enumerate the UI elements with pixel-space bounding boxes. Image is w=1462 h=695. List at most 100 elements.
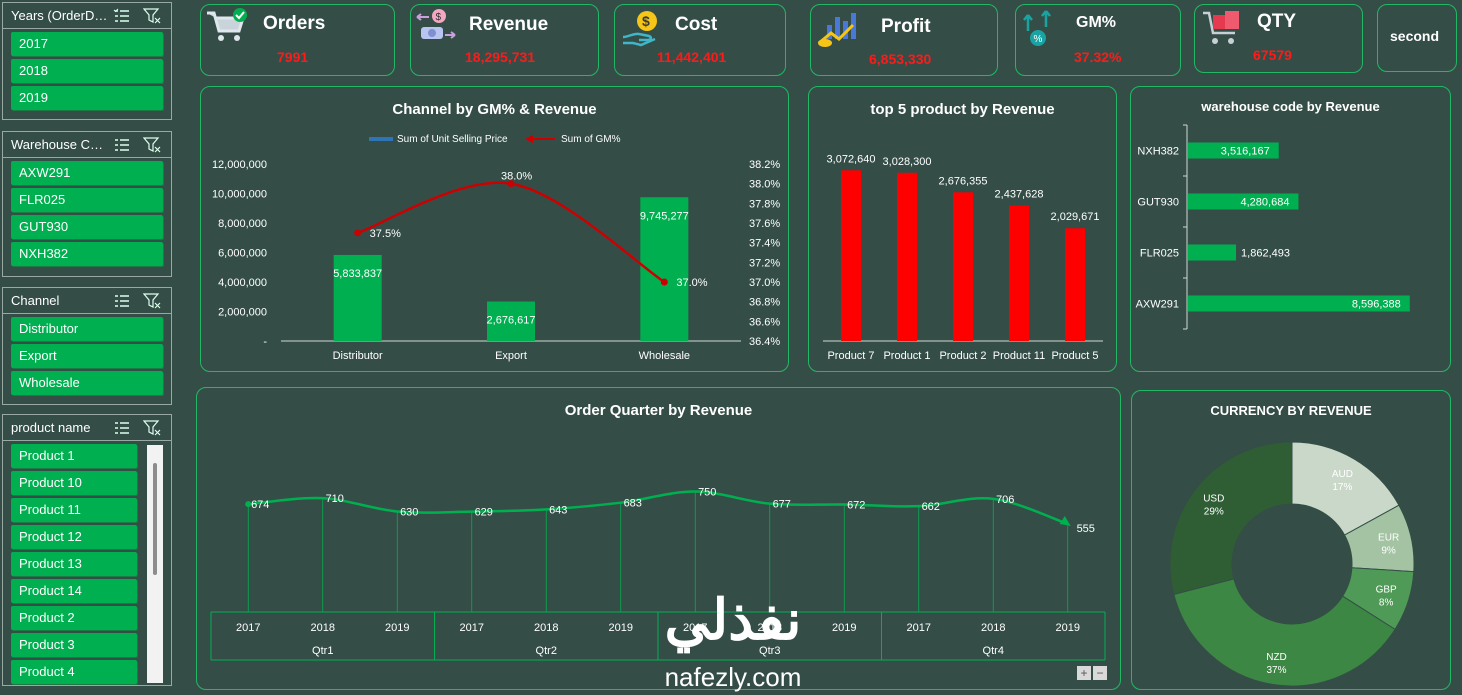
shopping-bags-icon <box>1203 11 1239 44</box>
legend-swatch-bar <box>369 137 393 141</box>
slicer-item-product-4[interactable]: Product 4 <box>11 660 137 684</box>
y-tick-label: - <box>263 336 267 348</box>
gm-point <box>660 278 668 286</box>
kpi-title: QTY <box>1257 11 1297 32</box>
kpi-gm: % GM% 37.32% <box>1015 4 1181 76</box>
slicer-item-flr025[interactable]: FLR025 <box>11 188 163 212</box>
slicer-item-nxh382[interactable]: NXH382 <box>11 242 163 266</box>
kpi-value: 11,442,401 <box>657 49 727 65</box>
slicer-title: product name <box>11 420 91 435</box>
quarter-label: Qtr1 <box>312 645 333 657</box>
y2-tick-label: 38.0% <box>749 179 780 191</box>
bar <box>1188 244 1237 261</box>
scrollbar-thumb[interactable] <box>153 463 157 575</box>
clear-filter-icon[interactable] <box>143 7 161 25</box>
slice-label: EUR <box>1378 532 1399 543</box>
slicer-item-product-12[interactable]: Product 12 <box>11 525 137 549</box>
bar-data-label: 2,676,617 <box>487 315 536 327</box>
slice-percent-label: 37% <box>1267 665 1287 676</box>
slicer-title: Warehouse Code <box>11 137 109 152</box>
kpi-cost: $ Cost 11,442,401 <box>614 4 786 76</box>
x-tick-label: Wholesale <box>639 350 690 362</box>
x-tick-label: Product 7 <box>827 350 874 362</box>
bar-data-label: 1,862,493 <box>1241 248 1290 260</box>
point-data-label: 683 <box>624 498 642 510</box>
kpi-title: Revenue <box>469 14 549 35</box>
bar-data-label: 8,596,388 <box>1352 299 1401 311</box>
clear-filter-icon[interactable] <box>143 419 161 437</box>
x-tick-label: 2019 <box>1056 622 1080 634</box>
point-data-label: 555 <box>1077 523 1095 535</box>
kpi-value: 18,295,731 <box>465 49 536 65</box>
slicer-item-product-1[interactable]: Product 1 <box>11 444 137 468</box>
chart-quarter-panel: Order Quarter by Revenue 2017 2018 2019 201… <box>196 387 1121 690</box>
y-tick-label: 6,000,000 <box>218 248 267 260</box>
bar-data-label: 9,745,277 <box>640 210 689 222</box>
x-tick-label: 2017 <box>460 622 484 634</box>
kpi-title: Orders <box>263 13 326 34</box>
svg-text:%: % <box>1034 34 1043 45</box>
point-data-label: 710 <box>326 493 344 505</box>
clear-filter-icon[interactable] <box>143 292 161 310</box>
chart-channel: 12,000,000 10,000,000 8,000,000 6,000,000 4,… <box>212 159 780 362</box>
x-tick-label: 2018 <box>981 622 1005 634</box>
slicer-item-product-11[interactable]: Product 11 <box>11 498 137 522</box>
y2-tick-label: 37.8% <box>749 198 780 210</box>
bar-data-label: 3,072,640 <box>827 153 876 165</box>
gm-line <box>357 181 666 284</box>
point-data-label: 706 <box>996 494 1014 506</box>
expand-button[interactable]: + <box>1077 666 1091 680</box>
slice-label: USD <box>1203 493 1224 504</box>
multi-select-icon[interactable] <box>113 292 131 310</box>
multi-select-icon[interactable] <box>113 7 131 25</box>
y-tick-label: NXH382 <box>1137 146 1179 158</box>
revenue-line <box>248 490 1069 526</box>
slicer-item-product-13[interactable]: Product 13 <box>11 552 137 576</box>
chart-top5: 3,072,640 Product 7 3,028,300 Product 1 2,67… <box>823 153 1103 362</box>
collapse-button[interactable]: − <box>1093 666 1107 680</box>
kpi-qty: QTY 67579 <box>1194 4 1363 73</box>
slicer-item-2018[interactable]: 2018 <box>11 59 163 83</box>
chart-quarter: 2017 2018 2019 2017 2018 2019 2017 2018 2019 2017… <box>210 487 1106 661</box>
kpi-title: GM% <box>1076 14 1116 31</box>
slicer-item-gut930[interactable]: GUT930 <box>11 215 163 239</box>
bar <box>1065 228 1085 341</box>
kpi-value: 6,853,330 <box>869 51 932 67</box>
bar-data-label: 3,516,167 <box>1221 146 1270 158</box>
multi-select-icon[interactable] <box>113 136 131 154</box>
slicer-title: Channel <box>11 293 60 308</box>
gm-point <box>507 180 515 188</box>
slicer-item-wholesale[interactable]: Wholesale <box>11 371 163 395</box>
money-exchange-icon: $ <box>416 9 456 39</box>
svg-text:$: $ <box>642 13 650 29</box>
x-tick-label: Product 5 <box>1051 350 1098 362</box>
slice-percent-label: 17% <box>1332 482 1352 493</box>
chart-currency-panel: CURRENCY BY REVENUE AUD 17% EUR 9% GBP 8% NZD 3… <box>1131 390 1451 690</box>
chart-title: Channel by GM% & Revenue <box>392 101 597 118</box>
slicer-item-product-14[interactable]: Product 14 <box>11 579 137 603</box>
slicer-item-distributor[interactable]: Distributor <box>11 317 163 341</box>
bar <box>333 254 382 341</box>
slicer-item-product-3[interactable]: Product 3 <box>11 633 137 657</box>
chart-title: warehouse code by Revenue <box>1201 99 1380 114</box>
slicer-years: Years (OrderDate) 2017 2018 2019 <box>2 2 172 120</box>
y2-tick-label: 37.0% <box>749 277 780 289</box>
slicer-item-2017[interactable]: 2017 <box>11 32 163 56</box>
slicer-item-2019[interactable]: 2019 <box>11 86 163 110</box>
slicer-scrollbar[interactable] <box>147 445 163 683</box>
kpi-title: second <box>1390 28 1440 44</box>
point-data-label: 672 <box>847 500 865 512</box>
coin-hand-icon: $ <box>622 11 657 47</box>
slicer-item-axw291[interactable]: AXW291 <box>11 161 163 185</box>
chart-warehouse: NXH382 3,516,167 GUT930 4,280,684 FLR025 1,86… <box>1136 124 1410 330</box>
legend-label-bar: Sum of Unit Selling Price <box>397 134 508 145</box>
bar <box>953 192 973 341</box>
clear-filter-icon[interactable] <box>143 136 161 154</box>
slice-label: NZD <box>1266 652 1287 663</box>
x-tick-label: 2019 <box>385 622 409 634</box>
slicer-item-product-2[interactable]: Product 2 <box>11 606 137 630</box>
slicer-item-export[interactable]: Export <box>11 344 163 368</box>
slicer-item-product-10[interactable]: Product 10 <box>11 471 137 495</box>
slicer-header: Warehouse Code <box>3 132 171 158</box>
multi-select-icon[interactable] <box>113 419 131 437</box>
